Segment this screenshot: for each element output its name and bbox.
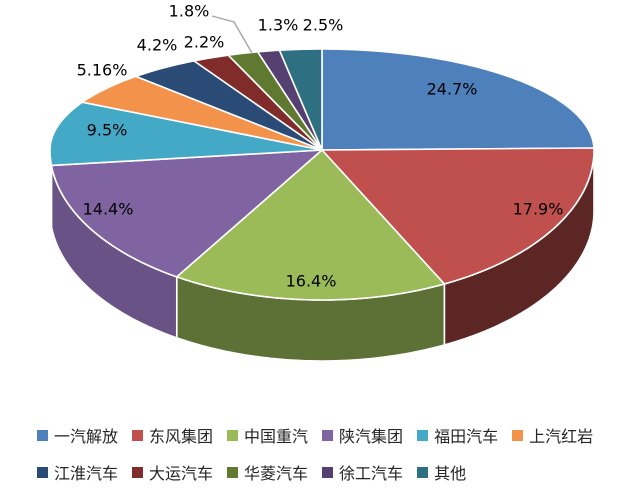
pie-slice-10 xyxy=(278,48,323,151)
legend-item-3: 陕汽集团 xyxy=(322,423,403,447)
legend-item-0: 一汽解放 xyxy=(37,423,118,447)
legend-swatch-icon xyxy=(322,466,334,478)
legend-label: 徐工汽车 xyxy=(339,464,404,483)
pie-slice-0 xyxy=(321,48,595,151)
legend-item-7: 大运汽车 xyxy=(132,460,213,484)
legend-item-5: 上汽红岩 xyxy=(512,423,593,447)
legend-label: 陕汽集团 xyxy=(339,427,404,446)
pie-slice-2 xyxy=(175,149,446,301)
legend-label: 东风集团 xyxy=(149,427,214,446)
pie-slice-3 xyxy=(50,149,323,278)
pie-slice-1 xyxy=(321,147,595,285)
pie-slice-5 xyxy=(81,75,323,151)
legend-label: 福田汽车 xyxy=(434,427,499,446)
legend-item-1: 东风集团 xyxy=(132,423,213,447)
legend-label: 一汽解放 xyxy=(54,427,119,446)
pie-slice-8 xyxy=(227,51,323,151)
legend-item-2: 中国重汽 xyxy=(227,423,308,447)
legend-row: 一汽解放 东风集团 中国重汽 陕汽集团 福田汽车 上汽红岩 xyxy=(37,423,593,447)
legend-item-8: 华菱汽车 xyxy=(227,460,308,484)
legend-swatch-icon xyxy=(132,466,144,478)
legend-swatch-icon xyxy=(417,466,429,478)
pie-slice-6 xyxy=(135,60,323,151)
legend-label: 上汽红岩 xyxy=(529,427,594,446)
pie-slice-4 xyxy=(49,101,323,167)
legend-swatch-icon xyxy=(322,429,334,441)
legend-label: 其他 xyxy=(434,464,467,483)
legend-swatch-icon xyxy=(227,466,239,478)
pie-3d-chart xyxy=(49,15,595,362)
legend-swatch-icon xyxy=(512,429,524,441)
legend-item-9: 徐工汽车 xyxy=(322,460,403,484)
label-leader-line xyxy=(211,15,253,54)
legend-item-4: 福田汽车 xyxy=(417,423,498,447)
legend-label: 江淮汽车 xyxy=(54,464,119,483)
legend-item-6: 江淮汽车 xyxy=(37,460,118,484)
legend-label: 大运汽车 xyxy=(149,464,214,483)
legend-swatch-icon xyxy=(132,429,144,441)
legend-swatch-icon xyxy=(37,429,48,441)
legend-swatch-icon xyxy=(37,466,48,478)
legend-label: 中国重汽 xyxy=(244,427,309,446)
legend-item-10: 其他 xyxy=(417,460,466,484)
legend-label: 华菱汽车 xyxy=(244,464,309,483)
chart-legend: 一汽解放 东风集团 中国重汽 陕汽集团 福田汽车 上汽红岩江淮汽车 大运汽车 华菱汽车 徐工汽车… xyxy=(37,423,593,484)
pie-slice-7 xyxy=(193,54,323,151)
legend-swatch-icon xyxy=(227,429,239,441)
legend-swatch-icon xyxy=(417,429,429,441)
legend-row: 江淮汽车 大运汽车 华菱汽车 徐工汽车 其他 xyxy=(37,460,593,484)
